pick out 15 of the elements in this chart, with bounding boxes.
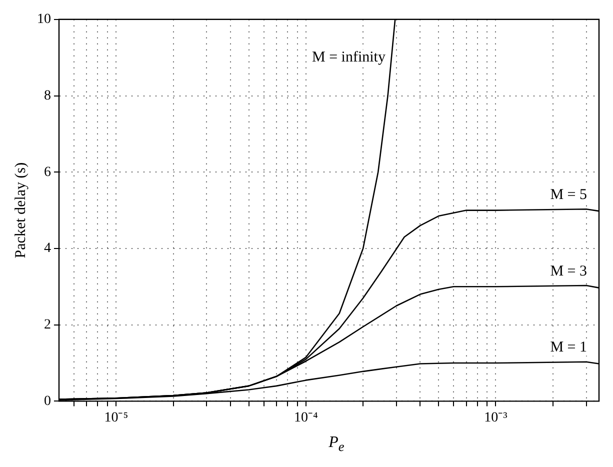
y-axis-title: Packet delay (s) <box>12 162 29 258</box>
series-label: M = infinity <box>312 50 386 66</box>
x-tick-label: 10⁻⁴ <box>294 410 318 426</box>
y-tick-label: 4 <box>44 241 51 256</box>
y-tick-label: 6 <box>44 164 51 180</box>
y-tick-label: 8 <box>44 88 51 104</box>
series-label: M = 3 <box>550 264 587 280</box>
y-tick-label: 10 <box>37 12 51 28</box>
series-label: M = 5 <box>550 187 587 203</box>
series-label: M = 1 <box>550 340 587 356</box>
x-tick-label: 10⁻⁵ <box>104 410 128 426</box>
y-tick-label: 2 <box>44 318 51 333</box>
y-tick-label: 0 <box>44 394 51 409</box>
x-tick-label: 10⁻³ <box>484 410 508 426</box>
x-axis-title: P$_{e}$ <box>328 434 346 455</box>
